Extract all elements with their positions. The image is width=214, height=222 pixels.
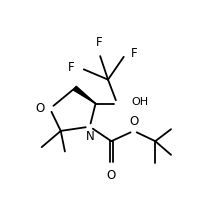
Text: O: O	[129, 115, 138, 128]
Text: N: N	[85, 130, 94, 143]
Text: F: F	[68, 61, 75, 74]
Text: O: O	[107, 169, 116, 182]
Text: F: F	[131, 47, 138, 60]
Polygon shape	[73, 86, 96, 103]
Text: OH: OH	[131, 97, 148, 107]
Text: O: O	[35, 102, 45, 115]
Text: F: F	[96, 36, 102, 49]
